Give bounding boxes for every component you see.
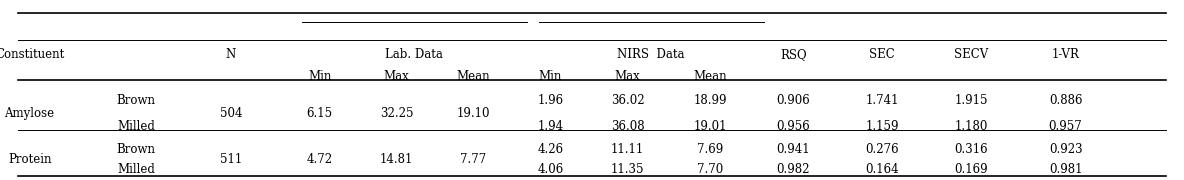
Text: 18.99: 18.99 [694, 94, 727, 107]
Text: 0.886: 0.886 [1049, 94, 1082, 107]
Text: 1.741: 1.741 [866, 94, 899, 107]
Text: 6.15: 6.15 [307, 107, 333, 120]
Text: 1.94: 1.94 [538, 120, 564, 132]
Text: Milled: Milled [117, 120, 155, 132]
Text: 36.02: 36.02 [611, 94, 644, 107]
Text: Brown: Brown [117, 94, 155, 107]
Text: 0.941: 0.941 [777, 143, 810, 156]
Text: 1.159: 1.159 [866, 120, 899, 132]
Text: SECV: SECV [954, 48, 987, 61]
Text: RSQ: RSQ [780, 48, 806, 61]
Text: Milled: Milled [117, 163, 155, 176]
Text: 0.164: 0.164 [866, 163, 899, 176]
Text: Min: Min [539, 70, 562, 83]
Text: 1.180: 1.180 [954, 120, 987, 132]
Text: Mean: Mean [694, 70, 727, 83]
Text: Max: Max [384, 70, 410, 83]
Text: 11.11: 11.11 [611, 143, 644, 156]
Text: Amylose: Amylose [5, 107, 54, 120]
Text: Protein: Protein [8, 153, 51, 166]
Text: Max: Max [614, 70, 641, 83]
Text: 1-VR: 1-VR [1051, 48, 1080, 61]
Text: 1.96: 1.96 [538, 94, 564, 107]
Text: 11.35: 11.35 [611, 163, 644, 176]
Text: 19.01: 19.01 [694, 120, 727, 132]
Text: 0.957: 0.957 [1049, 120, 1082, 132]
Text: 0.316: 0.316 [954, 143, 987, 156]
Text: 7.69: 7.69 [697, 143, 723, 156]
Text: Min: Min [308, 70, 332, 83]
Text: N: N [226, 48, 236, 61]
Text: 0.906: 0.906 [777, 94, 810, 107]
Text: 0.169: 0.169 [954, 163, 987, 176]
Text: 7.70: 7.70 [697, 163, 723, 176]
Text: 0.956: 0.956 [777, 120, 810, 132]
Text: Lab. Data: Lab. Data [386, 48, 443, 61]
Text: Mean: Mean [457, 70, 490, 83]
Text: 0.923: 0.923 [1049, 143, 1082, 156]
Text: SEC: SEC [869, 48, 895, 61]
Text: 1.915: 1.915 [954, 94, 987, 107]
Text: NIRS  Data: NIRS Data [617, 48, 686, 61]
Text: 0.276: 0.276 [866, 143, 899, 156]
Text: 0.981: 0.981 [1049, 163, 1082, 176]
Text: 4.72: 4.72 [307, 153, 333, 166]
Text: 14.81: 14.81 [380, 153, 413, 166]
Text: 36.08: 36.08 [611, 120, 644, 132]
Text: 19.10: 19.10 [457, 107, 490, 120]
Text: 32.25: 32.25 [380, 107, 413, 120]
Text: 511: 511 [220, 153, 242, 166]
Text: Brown: Brown [117, 143, 155, 156]
Text: 504: 504 [219, 107, 243, 120]
Text: 7.77: 7.77 [461, 153, 487, 166]
Text: 4.06: 4.06 [538, 163, 564, 176]
Text: Constituent: Constituent [0, 48, 64, 61]
Text: 0.982: 0.982 [777, 163, 810, 176]
Text: 4.26: 4.26 [538, 143, 564, 156]
